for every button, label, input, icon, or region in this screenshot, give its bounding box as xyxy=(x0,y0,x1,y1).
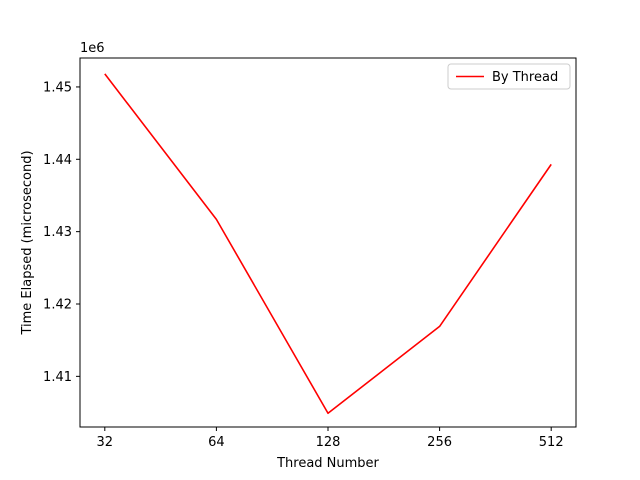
x-tick-label: 64 xyxy=(208,435,225,450)
x-tick-label: 256 xyxy=(427,435,452,450)
y-tick-label: 1.44 xyxy=(43,153,72,168)
x-axis: 32 64 128 256 512 xyxy=(97,427,564,450)
x-tick-label: 32 xyxy=(97,435,114,450)
y-tick-label: 1.42 xyxy=(43,298,72,313)
series-line-0 xyxy=(104,73,552,415)
y-tick-label: 1.41 xyxy=(43,370,72,385)
y-axis-label: Time Elapsed (microsecond) xyxy=(20,150,35,335)
legend-box xyxy=(447,63,571,90)
y-tick-label: 1.45 xyxy=(43,80,72,95)
y-axis: 1.41 1.42 1.43 1.44 1.45 xyxy=(43,80,80,385)
y-offset-label: 1e6 xyxy=(80,41,105,56)
x-axis-label: Thread Number xyxy=(276,456,379,471)
legend-entry-label: By Thread xyxy=(492,70,558,85)
x-tick-label: 128 xyxy=(316,435,341,450)
y-tick-label: 1.43 xyxy=(43,225,72,240)
x-tick-label: 512 xyxy=(539,435,564,450)
legend: By Thread xyxy=(447,63,571,90)
